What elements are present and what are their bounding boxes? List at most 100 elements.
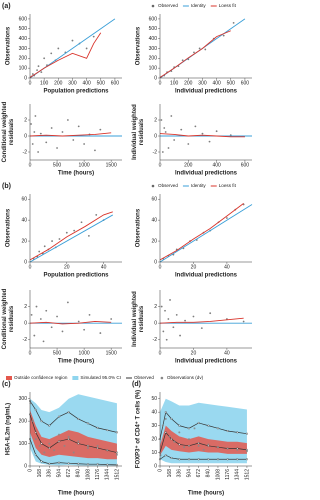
- x-tick-label: 672: [196, 469, 202, 478]
- data-point: [194, 125, 197, 128]
- x-tick-label: 0: [159, 350, 162, 356]
- data-point: [92, 35, 95, 38]
- y-tick-label: 0: [24, 133, 27, 139]
- data-point: [110, 318, 113, 320]
- data-point: [61, 131, 64, 133]
- y-tick-label: 0: [24, 320, 27, 326]
- observed-point: [207, 458, 210, 461]
- x-tick-label: 500: [97, 80, 106, 86]
- y-tick-label: -2: [23, 337, 28, 343]
- observed-point: [245, 432, 248, 435]
- data-point: [178, 431, 181, 434]
- x-tick-label: 1500: [106, 162, 117, 168]
- x-tick-label: 40: [224, 350, 230, 356]
- y-tick-label: 400: [149, 36, 158, 42]
- data-point: [232, 21, 235, 24]
- x-tick-label: 168: [37, 469, 43, 478]
- observed-point: [115, 463, 118, 466]
- x-tick-label: 300: [68, 80, 77, 86]
- data-point: [160, 305, 163, 308]
- y-tick-label: 10: [151, 450, 157, 456]
- data-point: [88, 313, 91, 316]
- loess-line: [29, 321, 112, 325]
- data-point: [161, 151, 164, 153]
- observed-point: [226, 430, 229, 433]
- data-point: [173, 440, 176, 443]
- outside-band: [30, 409, 117, 460]
- observed-point: [236, 458, 239, 461]
- panel-label: (d): [132, 381, 141, 388]
- observed-point: [86, 422, 89, 425]
- x-tick-label: 336: [47, 469, 53, 478]
- data-point: [172, 326, 175, 329]
- x-tick-label: 40: [101, 264, 107, 270]
- y-tick-label: 0: [154, 320, 157, 326]
- y-axis-label: FOXP3⁺ of CD4⁺ T cells (%): [135, 390, 142, 468]
- y-axis-label: Individual weighted: [132, 291, 138, 347]
- data-point: [48, 442, 51, 445]
- data-point: [236, 448, 239, 451]
- x-tick-label: 672: [66, 469, 72, 478]
- observed-point: [96, 447, 99, 450]
- x-tick-label: 1000: [79, 162, 90, 168]
- y-tick-label: 0: [154, 133, 157, 139]
- data-point: [168, 435, 171, 438]
- loess-line: [29, 132, 112, 137]
- x-tick-label: 504: [186, 469, 192, 478]
- x-tick-label: 0: [29, 350, 32, 356]
- data-point: [37, 151, 40, 153]
- legend-symbol: [6, 376, 12, 380]
- x-tick-label: 1008: [215, 469, 221, 480]
- y-tick-label: 100: [149, 65, 158, 71]
- x-tick-label: 20: [64, 264, 70, 270]
- observed-point: [226, 458, 229, 461]
- data-point: [42, 340, 45, 343]
- data-point: [87, 234, 90, 237]
- data-point: [187, 438, 190, 441]
- observed-point: [57, 440, 60, 443]
- x-axis-label: Individual predictions: [175, 171, 238, 177]
- observed-point: [40, 420, 43, 423]
- x-tick-label: 1176: [225, 469, 231, 480]
- x-axis-label: Individual predictions: [175, 273, 238, 279]
- y-tick-label: 2: [154, 117, 157, 123]
- y-tick-label: 30: [151, 423, 157, 429]
- x-tick-label: 840: [206, 469, 212, 478]
- data-point: [66, 301, 69, 304]
- loess-line: [159, 133, 245, 138]
- data-point: [115, 453, 118, 456]
- x-tick-label: 336: [177, 469, 183, 478]
- panel-label: (c): [2, 381, 11, 388]
- data-point: [31, 420, 34, 423]
- data-point: [95, 214, 98, 216]
- y-axis-label: HSA-IL2m (ng/mL): [6, 403, 12, 455]
- data-point: [45, 309, 48, 312]
- data-point: [77, 125, 80, 128]
- data-point: [215, 130, 218, 133]
- y-tick-label: 400: [19, 36, 28, 42]
- observed-point: [207, 424, 210, 427]
- observed-point: [48, 424, 51, 427]
- data-point: [33, 131, 36, 133]
- y-axis-label: Conditional weighted: [2, 101, 8, 162]
- legend-label: Observed: [134, 375, 154, 380]
- x-tick-label: 200: [54, 80, 63, 86]
- y-tick-label: 20: [151, 238, 157, 244]
- observed-point: [216, 427, 219, 430]
- y-tick-label: -2: [153, 149, 158, 155]
- x-tick-label: 200: [184, 162, 193, 168]
- loess-line: [29, 32, 102, 78]
- legend-symbol: [151, 184, 155, 188]
- y-tick-label: 20: [151, 436, 157, 442]
- data-point: [99, 128, 102, 131]
- data-point: [30, 313, 33, 316]
- data-point: [201, 132, 204, 135]
- data-point: [61, 330, 64, 333]
- data-point: [167, 318, 170, 320]
- data-point: [72, 139, 75, 141]
- y-tick-label: 200: [19, 56, 28, 62]
- y-tick-label: 50: [151, 396, 157, 402]
- data-point: [65, 231, 68, 234]
- data-point: [72, 451, 75, 454]
- y-tick-label: 600: [149, 16, 158, 22]
